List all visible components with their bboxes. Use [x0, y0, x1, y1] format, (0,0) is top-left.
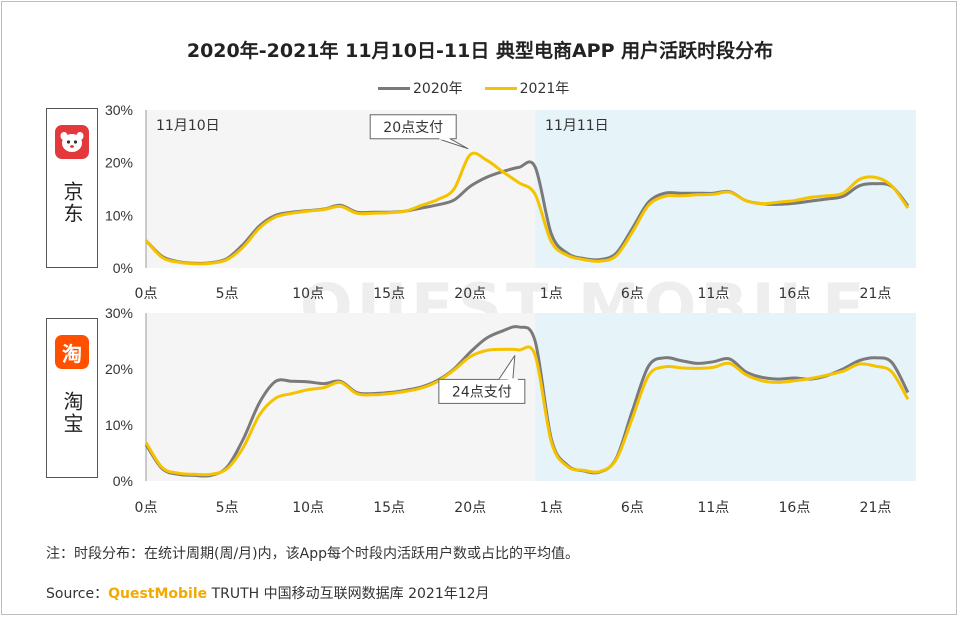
source-line: Source：QuestMobile TRUTH 中国移动互联网数据库 2021…	[46, 583, 490, 603]
row-label-taobao: 淘 淘宝	[46, 318, 98, 478]
y-tick-label-jd: 0%	[113, 260, 133, 276]
legend-swatch-2020	[378, 86, 410, 90]
source-brand: QuestMobile	[108, 586, 208, 602]
row-name-jd: 京东	[47, 181, 97, 231]
x-tick-label-jd: 20点	[454, 286, 486, 302]
taobao-logo-icon: 淘	[55, 335, 89, 369]
row-label-jd: 京东	[46, 108, 98, 268]
y-tick-label-jd: 20%	[105, 155, 133, 171]
x-tick-label-jd: 16点	[779, 286, 811, 302]
x-tick-label-jd: 0点	[135, 286, 158, 302]
x-tick-label-taobao: 21点	[860, 500, 892, 516]
y-tick-label-taobao: 10%	[105, 417, 133, 433]
annotation-box-jd	[369, 114, 457, 140]
x-tick-label-jd: 21点	[860, 286, 892, 302]
day-label-1-jd: 11月10日	[156, 118, 220, 134]
day-label-2-jd: 11月11日	[545, 118, 609, 134]
y-tick-label-jd: 10%	[105, 207, 133, 223]
x-tick-label-jd: 6点	[621, 286, 644, 302]
row-name-taobao-text: 淘宝	[60, 391, 84, 435]
x-tick-label-taobao: 6点	[621, 500, 644, 516]
footnote: 注：时段分布：在统计周期(周/月)内，该App每个时段内活跃用户数或占比的平均值…	[46, 546, 579, 562]
legend-swatch-2021	[484, 86, 517, 90]
legend-item-2021: 2021年	[484, 78, 570, 98]
source-rest: TRUTH 中国移动互联网数据库 2021年12月	[207, 586, 490, 602]
x-tick-label-taobao: 16点	[779, 500, 811, 516]
row-name-jd-text: 京东	[60, 181, 84, 225]
legend: 2020年 2021年	[378, 78, 591, 98]
y-tick-label-taobao: 20%	[105, 361, 133, 377]
y-tick-label-taobao: 0%	[113, 473, 133, 489]
annotation-label-jd: 20点支付	[383, 120, 443, 136]
legend-label-2021: 2021年	[519, 81, 570, 97]
series-line-2021-jd	[144, 151, 910, 266]
series-line-2021-taobao	[144, 345, 910, 477]
x-tick-label-jd: 1点	[540, 286, 563, 302]
row-name-taobao: 淘宝	[47, 391, 97, 441]
jd-dog-logo-icon	[55, 125, 89, 159]
day1-background-jd	[146, 110, 536, 268]
annotation-pointer-jd	[438, 138, 469, 150]
x-tick-label-jd: 5点	[216, 286, 239, 302]
y-tick-label-taobao: 30%	[105, 305, 133, 321]
y-tick-label-jd: 30%	[105, 102, 133, 118]
x-tick-label-taobao: 0点	[135, 500, 158, 516]
x-tick-label-taobao: 1点	[540, 500, 563, 516]
annotation-box-taobao	[438, 378, 526, 404]
x-tick-label-jd: 11点	[697, 286, 729, 302]
x-tick-label-taobao: 5点	[216, 500, 239, 516]
x-tick-label-taobao: 15点	[373, 500, 405, 516]
taobao-logo-text: 淘	[62, 341, 82, 366]
x-tick-label-jd: 10点	[292, 286, 324, 302]
x-tick-label-taobao: 20点	[454, 500, 486, 516]
x-tick-label-jd: 15点	[373, 286, 405, 302]
annotation-label-taobao: 24点支付	[452, 384, 512, 400]
series-line-2020-taobao	[144, 325, 910, 478]
chart-title: 2020年-2021年 11月10日-11日 典型电商APP 用户活跃时段分布	[186, 40, 774, 62]
x-tick-label-taobao: 10点	[292, 500, 324, 516]
annotation-pointer-taobao	[498, 355, 516, 380]
legend-item-2020: 2020年	[378, 78, 463, 98]
x-tick-label-taobao: 11点	[697, 500, 729, 516]
day2-background-taobao	[535, 313, 916, 481]
source-prefix: Source：	[46, 586, 109, 602]
legend-label-2020: 2020年	[413, 81, 463, 97]
